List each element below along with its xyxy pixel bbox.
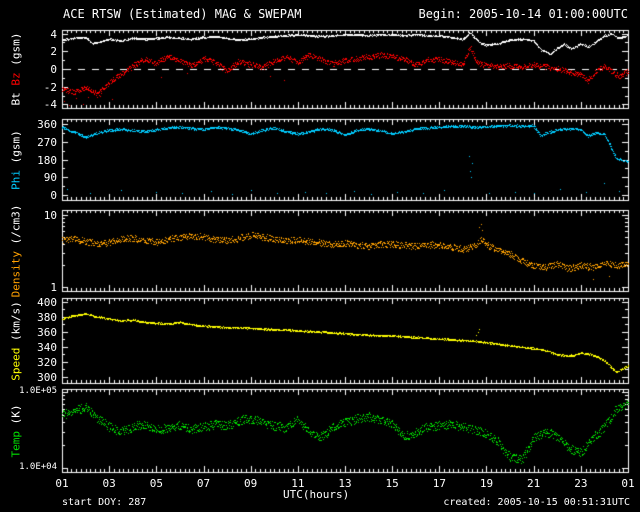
- y-tick-label: 0: [50, 63, 57, 76]
- y-tick-label: 300: [37, 371, 57, 384]
- y-axis-label: Speed (km/s): [10, 301, 23, 381]
- y-axis-label-part: Bz: [9, 65, 23, 86]
- created-timestamp: created: 2005-10-15 00:51:31UTC: [443, 497, 630, 508]
- y-axis-label-part: (/cm3): [9, 204, 23, 244]
- x-tick-label: 15: [385, 477, 399, 490]
- y-tick-label: 180: [37, 154, 57, 167]
- x-tick-label: 21: [527, 477, 541, 490]
- y-tick-label: 90: [43, 171, 57, 184]
- x-tick-label: 09: [244, 477, 258, 490]
- y-axis-label-part: (gsm): [9, 32, 23, 66]
- y-tick-label: 1.0E+04: [19, 462, 57, 472]
- start-doy-label: start DOY: 287: [62, 497, 147, 508]
- y-tick-label: 10: [43, 209, 57, 222]
- y-tick-label: 400: [37, 296, 57, 309]
- y-axis-label-part: Temp: [9, 423, 23, 458]
- y-tick-label: 0: [50, 189, 57, 202]
- y-tick-label: 1: [50, 281, 57, 294]
- x-tick-label: 03: [102, 477, 116, 490]
- x-tick-label: 23: [574, 477, 588, 490]
- y-axis-label: Phi (gsm): [10, 130, 23, 190]
- x-tick-label: 01: [621, 477, 635, 490]
- y-axis-label-part: (K): [9, 404, 23, 424]
- y-tick-label: -2: [43, 81, 57, 94]
- y-axis-label: Bt Bz (gsm): [10, 33, 23, 106]
- y-tick-label: 360: [37, 118, 57, 131]
- x-tick-label: 05: [149, 477, 163, 490]
- y-axis-label: Temp (K): [10, 404, 23, 457]
- y-axis-label-part: Bt: [9, 85, 23, 106]
- y-tick-label: 4: [50, 28, 57, 41]
- x-tick-label: 11: [291, 477, 305, 490]
- y-axis-label: Density (/cm3): [10, 204, 23, 297]
- x-tick-label: 17: [432, 477, 446, 490]
- y-axis-label-part: Phi: [9, 162, 23, 190]
- y-axis-label-part: (gsm): [9, 129, 23, 163]
- y-tick-label: -4: [43, 98, 57, 111]
- y-axis-label-part: (km/s): [9, 300, 23, 341]
- y-tick-label: 320: [37, 356, 57, 369]
- y-tick-label: 2: [50, 45, 57, 58]
- x-tick-label: 07: [196, 477, 211, 490]
- x-tick-label: 01: [55, 477, 69, 490]
- begin-timestamp: Begin: 2005-10-14 01:00:00UTC: [418, 7, 628, 21]
- x-tick-label: 19: [479, 477, 494, 490]
- y-tick-label: 1.0E+05: [19, 386, 57, 396]
- y-tick-label: 380: [37, 311, 57, 324]
- y-axis-label-part: Speed: [9, 340, 23, 381]
- y-axis-label-part: Density: [9, 243, 23, 297]
- y-tick-label: 270: [37, 136, 57, 149]
- y-tick-label: 340: [37, 341, 57, 354]
- plot-title: ACE RTSW (Estimated) MAG & SWEPAM: [63, 7, 302, 21]
- y-tick-label: 360: [37, 326, 57, 339]
- x-tick-label: 13: [338, 477, 352, 490]
- x-axis-label: UTC(hours): [283, 488, 350, 501]
